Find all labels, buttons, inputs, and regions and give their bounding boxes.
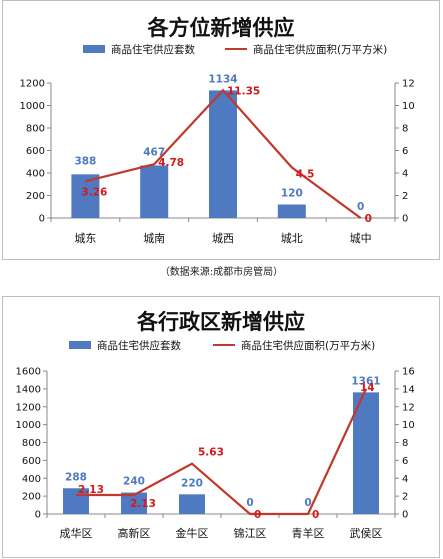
x-tick-label: 成华区 — [60, 526, 93, 540]
y-tick-label-left: 800 — [26, 124, 45, 135]
y-tick-label-right: 16 — [402, 367, 415, 378]
bar-value-label: 120 — [281, 188, 303, 200]
x-tick-label: 城北 — [281, 232, 303, 245]
y-tick-label-left: 1000 — [16, 420, 41, 431]
y-tick-label-right: 10 — [402, 420, 415, 431]
y-tick-label-right: 6 — [402, 146, 408, 157]
bar — [63, 488, 89, 514]
x-tick-label: 金牛区 — [176, 526, 209, 540]
y-tick-label-right: 0 — [402, 510, 408, 521]
y-tick-label-right: 8 — [402, 124, 408, 135]
bar-value-label: 288 — [65, 471, 87, 483]
legend-label-line: 商品住宅供应面积(万平方米) — [253, 43, 387, 56]
line-value-label: 4.5 — [296, 168, 315, 180]
legend-label-line: 商品住宅供应面积(万平方米) — [241, 339, 375, 352]
bar — [209, 90, 237, 218]
y-tick-label-left: 400 — [22, 474, 41, 485]
line-value-label: 14 — [360, 382, 375, 394]
y-tick-label-left: 400 — [26, 169, 45, 180]
y-tick-label-left: 800 — [22, 438, 41, 449]
y-tick-label-right: 2 — [402, 191, 408, 202]
y-tick-label-right: 8 — [402, 438, 408, 449]
y-tick-label-left: 1200 — [20, 79, 45, 90]
y-tick-label-left: 1000 — [20, 101, 45, 112]
y-tick-label-right: 10 — [402, 101, 415, 112]
bar-value-label: 388 — [74, 155, 96, 167]
line-value-label: 0 — [254, 509, 261, 521]
x-tick-label: 城中 — [350, 232, 372, 245]
line-value-label: 2.13 — [78, 484, 104, 496]
bar-value-label: 467 — [143, 146, 165, 158]
bar-value-label: 220 — [181, 477, 203, 489]
x-tick-label: 高新区 — [118, 526, 151, 540]
y-tick-label-right: 6 — [402, 456, 408, 467]
legend-label-bar: 商品住宅供应套数 — [111, 43, 195, 56]
y-tick-label-right: 4 — [402, 169, 408, 180]
chart-panel-direction: 各方位新增供应 商品住宅供应套数 商品住宅供应面积(万平方米) 0 200 400 600 8… — [2, 0, 440, 260]
series-line — [85, 88, 362, 219]
x-tick-label: 城南 — [143, 232, 165, 245]
bar — [140, 165, 169, 218]
bar — [121, 492, 147, 514]
y-tick-label-left: 0 — [39, 214, 45, 225]
bar — [71, 174, 100, 218]
y-tick-label-right: 12 — [402, 79, 415, 90]
bar-value-label: 0 — [357, 201, 364, 213]
source-note: （数据来源:成都市房管局） — [159, 267, 284, 278]
line-value-label: 2.13 — [130, 498, 156, 510]
chart-panel-district: 各行政区新增供应 商品住宅供应套数 商品住宅供应面积(万平方米) 0 200 400 600… — [2, 296, 440, 558]
line-value-label: 3.26 — [81, 186, 107, 198]
bar-value-label: 240 — [123, 476, 145, 488]
line-value-label: 4.78 — [158, 157, 184, 169]
y-tick-label-left: 1200 — [16, 402, 41, 413]
series-line — [76, 388, 367, 516]
chart-title: 各方位新增供应 — [147, 15, 295, 40]
y-tick-label-left: 1400 — [16, 384, 41, 395]
chart-title: 各行政区新增供应 — [136, 309, 305, 334]
legend-label-bar: 商品住宅供应套数 — [97, 339, 181, 352]
y-tick-label-left: 1600 — [16, 367, 41, 378]
y-tick-label-right: 14 — [402, 384, 415, 395]
y-tick-label-left: 600 — [26, 146, 45, 157]
bar-value-label: 1134 — [208, 73, 237, 85]
bar-value-label: 0 — [246, 497, 253, 509]
line-value-label: 0 — [365, 213, 372, 225]
bar-value-label: 0 — [304, 497, 311, 509]
y-tick-label-left: 0 — [35, 510, 41, 521]
y-tick-label-left: 200 — [22, 492, 41, 503]
legend-bar-swatch — [69, 341, 91, 349]
x-tick-label: 锦江区 — [234, 526, 267, 540]
y-tick-label-right: 0 — [402, 214, 408, 225]
x-tick-label: 城东 — [74, 232, 96, 245]
line-value-label: 5.63 — [198, 447, 224, 459]
y-tick-label-right: 4 — [402, 474, 408, 485]
bar — [179, 494, 205, 514]
legend-bar-swatch — [83, 45, 105, 53]
bar-value-label: 1361 — [351, 375, 380, 387]
y-tick-label-right: 2 — [402, 492, 408, 503]
y-tick-label-left: 600 — [22, 456, 41, 467]
y-tick-label-left: 200 — [26, 191, 45, 202]
x-tick-label: 武侯区 — [350, 526, 383, 540]
bar — [353, 392, 379, 514]
x-tick-label: 青羊区 — [292, 526, 325, 540]
line-value-label: 11.35 — [227, 85, 260, 97]
line-value-label: 0 — [312, 509, 319, 521]
bar — [277, 204, 306, 218]
y-tick-label-right: 12 — [402, 402, 415, 413]
x-tick-label: 城西 — [212, 232, 234, 245]
